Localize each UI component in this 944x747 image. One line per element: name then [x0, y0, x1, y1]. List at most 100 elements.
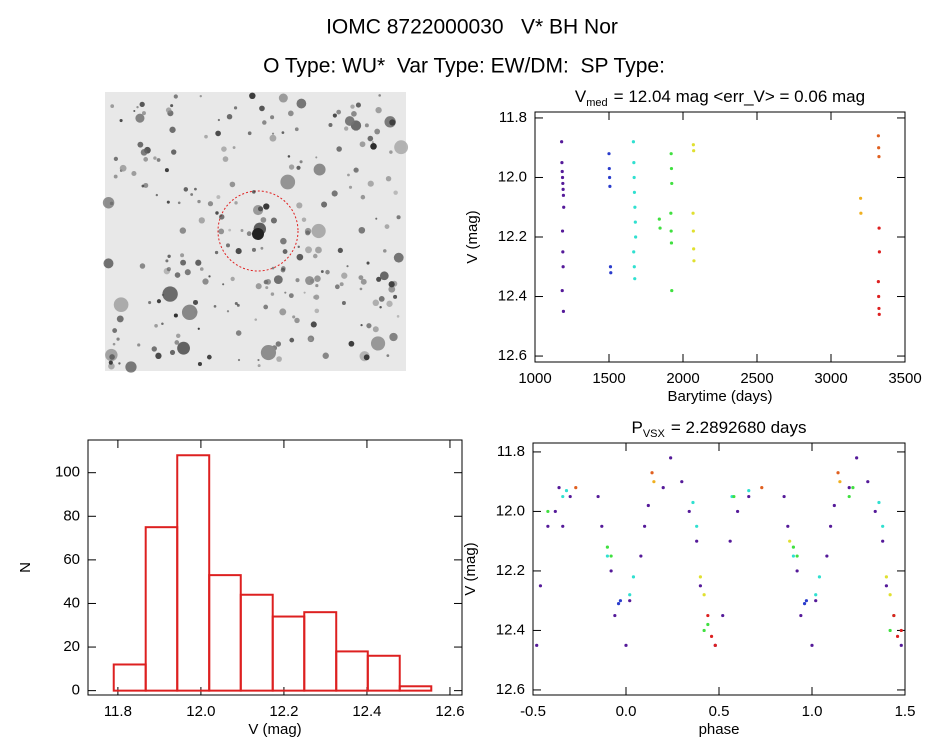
star	[367, 135, 374, 142]
star	[288, 164, 295, 170]
data-point	[791, 554, 796, 558]
data-point	[791, 545, 796, 549]
data-point	[832, 503, 836, 508]
star	[195, 259, 202, 266]
star	[230, 276, 235, 282]
star	[229, 181, 236, 188]
data-point	[607, 152, 611, 156]
data-point	[561, 524, 565, 528]
star	[311, 223, 326, 239]
star	[116, 315, 124, 323]
star	[177, 201, 181, 205]
data-point	[628, 599, 632, 603]
star	[295, 278, 300, 283]
star	[366, 261, 370, 265]
star	[102, 196, 115, 209]
data-point	[884, 575, 889, 579]
star	[166, 266, 171, 272]
data-point	[747, 489, 751, 493]
data-point	[561, 494, 565, 499]
y-tick-label: 12.2	[498, 228, 527, 245]
data-point	[633, 220, 637, 224]
star	[190, 193, 194, 196]
star	[113, 156, 119, 162]
data-point	[608, 265, 613, 269]
histogram-bar	[271, 615, 306, 692]
x-tick-label: -0.5	[520, 703, 546, 720]
data-point	[561, 250, 565, 254]
histogram-bar	[366, 654, 401, 692]
data-point	[633, 277, 637, 281]
star	[314, 275, 321, 282]
star	[164, 168, 169, 173]
data-point	[561, 187, 565, 191]
data-point	[876, 134, 880, 138]
star	[331, 190, 338, 197]
star	[119, 164, 127, 172]
plot-frame	[532, 442, 906, 696]
star	[176, 333, 181, 339]
star	[341, 272, 348, 279]
star	[386, 300, 393, 307]
star	[183, 187, 189, 192]
star	[360, 194, 366, 200]
star	[180, 259, 187, 266]
star	[169, 126, 176, 133]
star	[294, 317, 300, 324]
star	[371, 141, 374, 144]
star	[125, 361, 137, 373]
star	[367, 180, 374, 187]
star	[305, 276, 314, 285]
star	[151, 346, 157, 352]
x-tick-label: 12.2	[269, 703, 298, 720]
data-point	[561, 193, 566, 197]
star	[232, 146, 236, 149]
star	[154, 323, 158, 328]
star	[237, 358, 241, 362]
data-point	[804, 599, 809, 603]
data-point	[596, 494, 600, 499]
y-tick-label: 12.6	[498, 347, 527, 364]
data-point	[732, 494, 736, 499]
star	[315, 246, 322, 254]
star	[396, 315, 400, 318]
data-point	[814, 599, 818, 603]
data-point	[877, 250, 881, 254]
data-point	[836, 471, 840, 475]
x-tick-label: 2000	[666, 370, 699, 387]
data-point	[560, 160, 564, 165]
star	[240, 229, 244, 232]
star	[303, 291, 306, 294]
data-point	[669, 152, 673, 156]
star	[141, 184, 145, 188]
star	[173, 94, 178, 99]
star	[179, 227, 187, 234]
y-tick-label: 12.4	[498, 287, 527, 304]
star	[374, 128, 381, 135]
star	[199, 267, 204, 271]
data-point	[825, 554, 829, 558]
data-point	[643, 524, 647, 528]
star	[388, 281, 395, 288]
star	[281, 266, 286, 271]
star	[234, 201, 238, 205]
y-axis-label: N	[17, 562, 34, 573]
star	[310, 321, 317, 328]
star	[287, 155, 291, 158]
data-point	[884, 584, 889, 588]
y-tick-label: 100	[55, 464, 80, 481]
data-point	[747, 494, 751, 499]
star	[294, 127, 299, 132]
figure-title: IOMC 8722000030 V* BH Nor	[326, 16, 618, 39]
star	[359, 141, 366, 148]
aperture-circle	[217, 190, 299, 272]
star	[143, 157, 149, 162]
star	[257, 364, 261, 368]
star	[393, 190, 398, 195]
star	[112, 328, 118, 333]
y-tick-label: 12.0	[496, 502, 525, 519]
star	[339, 282, 344, 287]
star	[216, 195, 221, 200]
star	[346, 265, 349, 268]
